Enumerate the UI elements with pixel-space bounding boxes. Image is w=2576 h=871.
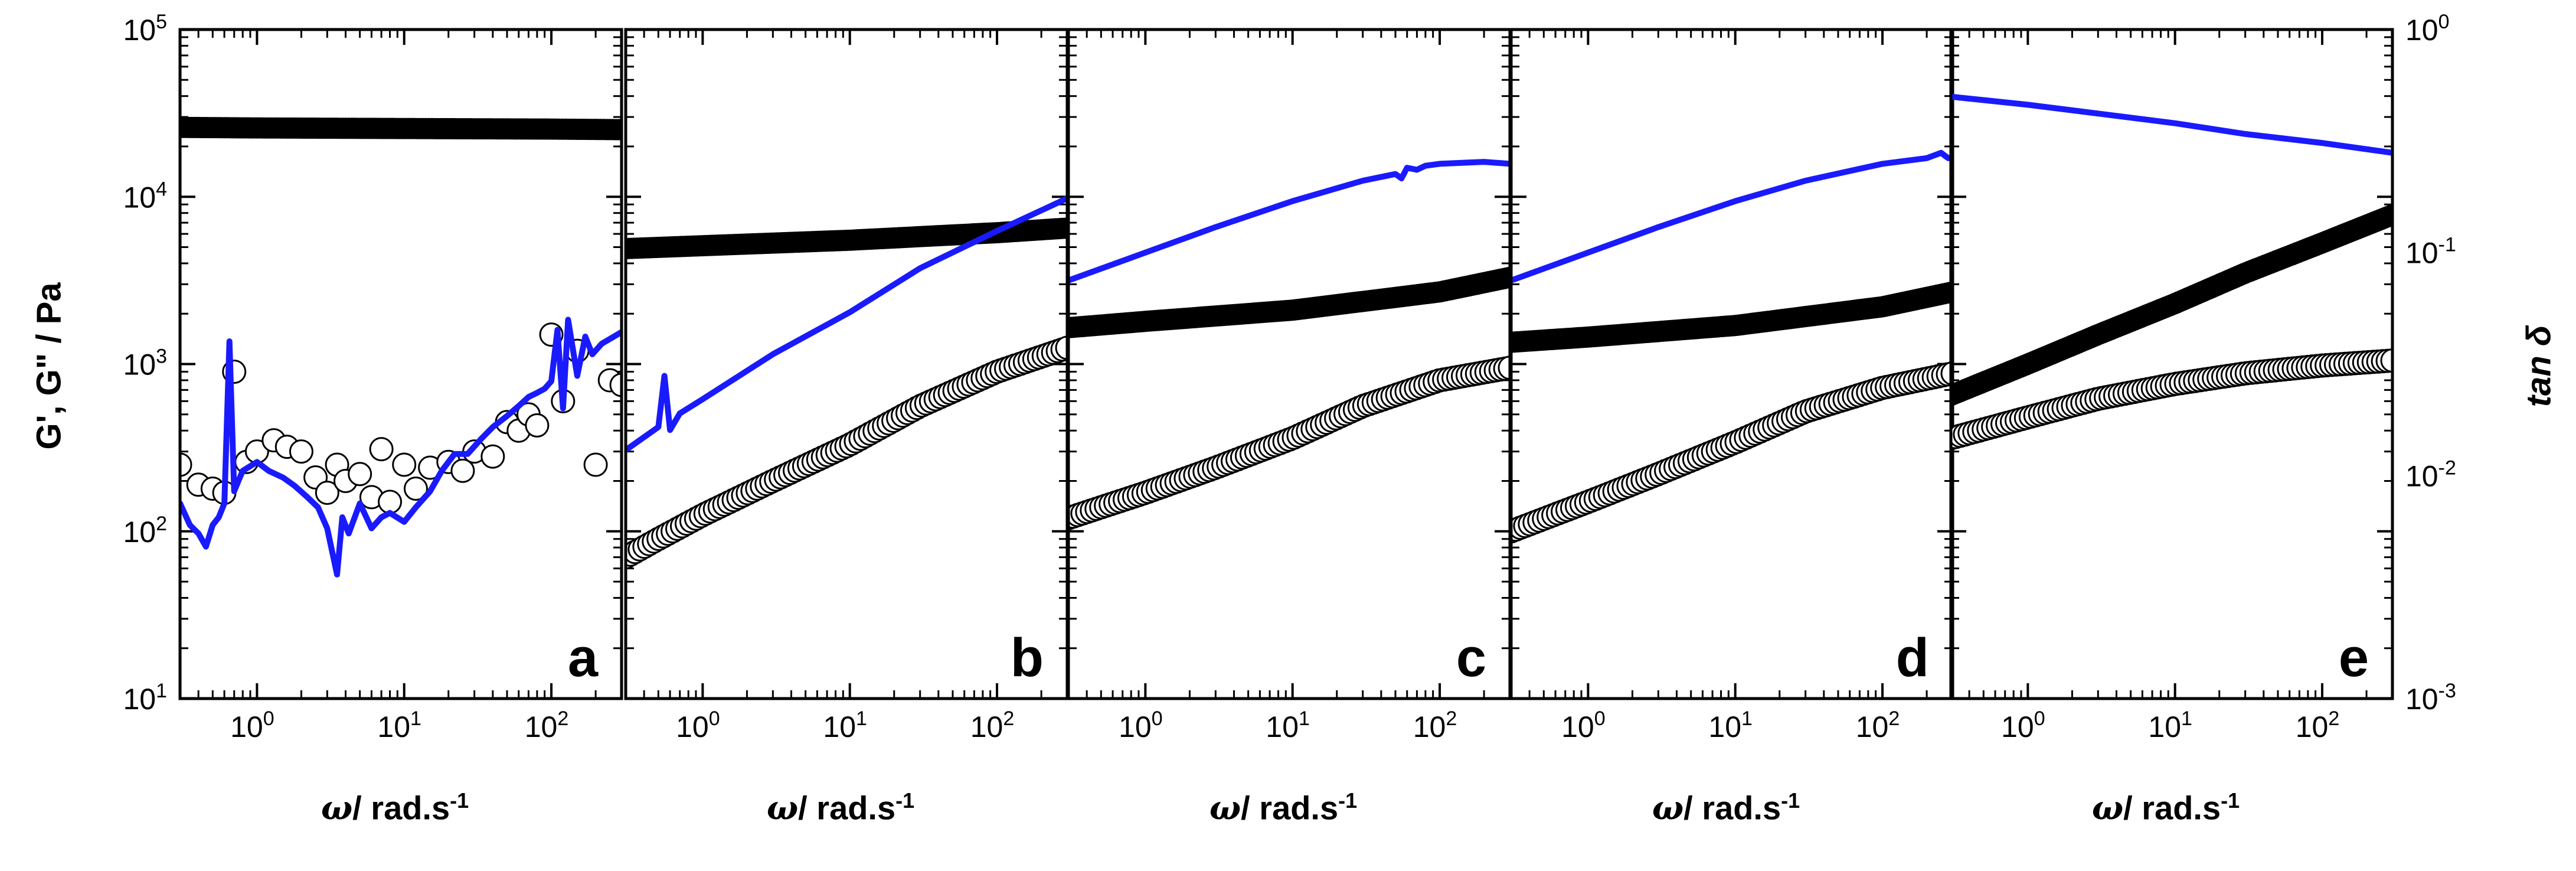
panel-frame-e [1949,28,2394,700]
g-double-prime-marker-a [609,373,622,397]
left-y-tick-label: 101 [123,680,167,716]
g-double-prime-marker-a [583,452,608,477]
panel-frame-d [1509,28,1954,700]
tan-delta-line-a [180,317,622,578]
right-y-tick-label: 10-1 [2405,234,2456,270]
panel-b-series [626,195,1067,570]
left-y-axis-label: G', G" / Pa [30,282,68,450]
x-tick-label: 100 [230,707,274,743]
omega-symbol: ω [1209,788,1241,828]
right-y-tick-label: 10-2 [2405,456,2456,492]
x-tick-label: 100 [2001,707,2045,743]
x-tick-label: 100 [1119,707,1163,743]
g-double-prime-marker-a [525,413,550,438]
panel-letter-e: e [2339,628,2369,688]
x-axis-unit-exponent: -1 [1338,788,1358,813]
x-axis-label: ω/ rad.s-1 [1941,788,2390,828]
g-double-prime-marker-a [480,444,505,469]
omega-symbol: ω [1652,788,1684,828]
x-tick-label: 101 [377,707,421,743]
x-axis-unit: / rad.s [1241,789,1339,827]
x-tick-label: 102 [2296,707,2340,743]
x-axis-unit-exponent: -1 [450,788,469,813]
panel-letter-a: a [568,628,599,688]
x-tick-label: 102 [970,707,1015,743]
left-y-tick-label: 104 [123,178,167,214]
g-double-prime-marker-a [180,452,192,477]
g-double-prime-marker-a [369,437,394,462]
g-double-prime-marker-e [2380,348,2392,373]
x-tick-label: 102 [1856,707,1900,743]
g-prime-marker-a [611,119,622,141]
x-axis-label: ω/ rad.s-1 [1059,788,1508,828]
panel-frame-c [1067,28,1512,700]
x-axis-unit: / rad.s [2123,789,2221,827]
g-double-prime-marker-a [348,462,372,487]
g-double-prime-marker-b [1055,335,1067,360]
x-axis-unit: / rad.s [352,789,450,827]
g-double-prime-marker-a [315,480,339,505]
right-y-tick-label: 100 [2405,11,2450,47]
right-y-axis-label: tan δ [2519,325,2558,407]
x-tick-label: 102 [1413,707,1457,743]
x-axis-unit-exponent: -1 [895,788,915,813]
panel-d-series [1511,149,1953,544]
g-prime-marker-e [2382,204,2392,226]
panel-letter-b: b [1011,628,1044,688]
tan-delta-line-c [1068,159,1510,283]
g-double-prime-marker-a [289,439,313,464]
g-double-prime-marker-a [450,458,475,483]
x-axis-unit: / rad.s [1683,789,1781,827]
left-y-tick-label: 102 [123,513,167,549]
panel-c-series [1068,159,1510,530]
x-tick-label: 100 [1561,707,1606,743]
x-tick-label: 102 [525,707,569,743]
g-prime-marker-c [1499,266,1510,288]
x-axis-label: ω/ rad.s-1 [1502,788,1950,828]
panel-a-series [180,116,622,578]
panel-frame-a [178,28,623,700]
tan-delta-line-e [1951,93,2392,156]
x-axis-label: ω/ rad.s-1 [616,788,1065,828]
omega-symbol: ω [766,788,799,828]
omega-symbol: ω [321,788,353,828]
panel-e-series [1951,93,2392,451]
x-axis-unit-exponent: -1 [2221,788,2240,813]
x-tick-label: 101 [1708,707,1753,743]
x-tick-label: 101 [1266,707,1310,743]
x-axis-unit-exponent: -1 [1781,788,1800,813]
g-double-prime-marker-a [378,490,403,514]
tan-delta-line-b [626,195,1067,454]
panel-letter-c: c [1456,628,1486,688]
g-double-prime-marker-a [392,452,417,477]
x-axis-unit: / rad.s [798,789,896,827]
x-tick-label: 101 [823,707,867,743]
x-tick-label: 100 [676,707,720,743]
left-y-tick-label: 105 [123,11,167,47]
tan-delta-line-d [1511,149,1953,283]
right-y-tick-label: 10-3 [2405,680,2456,716]
g-double-prime-marker-a [403,476,428,501]
x-tick-label: 101 [2148,707,2192,743]
left-y-tick-label: 103 [123,345,167,381]
g-double-prime-marker-c [1498,355,1510,380]
panel-letter-d: d [1896,628,1929,688]
omega-symbol: ω [2091,788,2124,828]
x-axis-label: ω/ rad.s-1 [171,788,619,828]
g-prime-marker-b [1057,217,1067,239]
